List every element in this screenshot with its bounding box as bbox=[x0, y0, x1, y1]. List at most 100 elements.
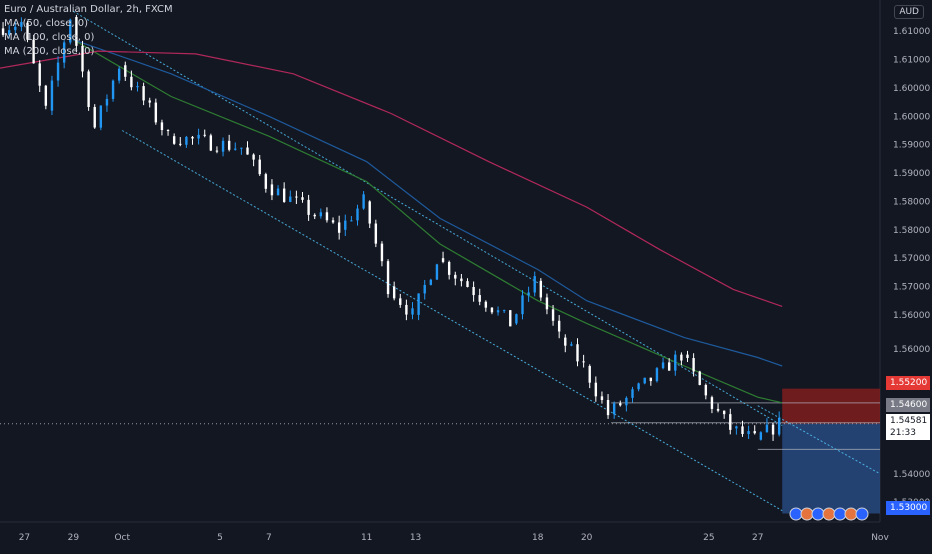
candle-body-66 bbox=[405, 304, 408, 315]
price-tick-2: 1.60000 bbox=[893, 84, 930, 94]
candle-body-74 bbox=[454, 274, 457, 279]
candle-body-34 bbox=[209, 135, 213, 151]
candle-body-51 bbox=[313, 214, 316, 217]
candle-body-16 bbox=[99, 105, 103, 128]
candle-body-15 bbox=[93, 107, 96, 128]
candle-body-123 bbox=[753, 431, 756, 434]
price-tick-6: 1.58000 bbox=[893, 197, 930, 207]
candle-body-42 bbox=[258, 159, 261, 175]
event-icon-4 bbox=[833, 507, 847, 521]
price-tick-1: 1.61000 bbox=[893, 56, 930, 66]
candle-body-124 bbox=[759, 432, 763, 440]
time-tick-6: 13 bbox=[410, 533, 421, 543]
candle-body-92 bbox=[564, 337, 567, 346]
last-price-tag: 1.54581 21:33 bbox=[886, 414, 930, 440]
candle-body-21 bbox=[130, 76, 133, 88]
candle-body-65 bbox=[399, 298, 402, 305]
candle-body-116 bbox=[710, 397, 714, 409]
candle-body-6 bbox=[38, 63, 41, 86]
time-tick-7: 18 bbox=[532, 533, 544, 543]
candle-body-39 bbox=[240, 147, 243, 149]
candle-body-120 bbox=[735, 426, 738, 429]
candle-body-11 bbox=[69, 19, 72, 43]
event-icon-3 bbox=[822, 507, 836, 521]
candle-body-91 bbox=[557, 320, 561, 332]
candle-body-60 bbox=[368, 201, 371, 224]
candle-body-119 bbox=[729, 414, 732, 430]
price-tick-3: 1.60000 bbox=[893, 112, 930, 122]
candle-body-3 bbox=[20, 22, 23, 27]
candle-body-71 bbox=[435, 264, 439, 280]
candle-body-9 bbox=[56, 62, 60, 81]
candle-body-102 bbox=[625, 397, 628, 406]
candle-body-41 bbox=[252, 154, 255, 160]
candle-body-14 bbox=[87, 71, 90, 108]
candle-body-81 bbox=[496, 310, 500, 313]
candle-body-28 bbox=[172, 136, 176, 144]
candle-body-109 bbox=[667, 362, 671, 371]
price-tick-12: 1.54000 bbox=[893, 470, 930, 480]
price-tick-7: 1.58000 bbox=[893, 226, 930, 236]
candle-body-85 bbox=[521, 295, 524, 315]
currency-button[interactable]: AUD bbox=[894, 5, 924, 19]
candle-body-54 bbox=[331, 220, 335, 223]
time-tick-0: 27 bbox=[19, 533, 30, 543]
candle-body-70 bbox=[429, 279, 433, 285]
candle-body-20 bbox=[124, 65, 127, 77]
candle-body-76 bbox=[466, 281, 469, 287]
event-icon-6 bbox=[855, 507, 869, 521]
price-tick-0: 1.61000 bbox=[893, 27, 930, 37]
stop-loss-zone bbox=[782, 388, 880, 424]
candle-body-68 bbox=[417, 293, 420, 315]
candle-body-40 bbox=[246, 147, 249, 155]
time-tick-3: 5 bbox=[217, 533, 223, 543]
candle-body-4 bbox=[26, 22, 29, 40]
candle-body-43 bbox=[264, 174, 268, 189]
candle-body-69 bbox=[423, 284, 426, 294]
candle-body-88 bbox=[539, 280, 543, 298]
time-tick-9: 25 bbox=[703, 533, 714, 543]
candle-body-45 bbox=[276, 188, 280, 196]
candle-body-27 bbox=[166, 129, 170, 131]
ma200-line bbox=[0, 50, 783, 307]
candle-body-127 bbox=[777, 417, 781, 435]
candle-body-38 bbox=[234, 148, 237, 150]
candle-body-10 bbox=[62, 42, 66, 63]
candle-body-103 bbox=[631, 389, 634, 398]
time-tick-4: 7 bbox=[266, 533, 272, 543]
price-tick-4: 1.59000 bbox=[893, 141, 930, 151]
candle-body-113 bbox=[692, 358, 695, 372]
candle-body-2 bbox=[14, 26, 17, 31]
time-tick-5: 11 bbox=[361, 533, 372, 543]
event-icon-0 bbox=[789, 507, 803, 521]
candle-body-36 bbox=[221, 140, 225, 152]
event-icon-1 bbox=[800, 507, 814, 521]
candle-body-80 bbox=[490, 307, 494, 313]
candle-body-26 bbox=[160, 122, 164, 130]
candle-body-108 bbox=[661, 362, 665, 369]
candle-body-24 bbox=[148, 100, 151, 103]
candle-body-105 bbox=[643, 377, 646, 384]
candle-body-56 bbox=[344, 220, 347, 230]
candle-body-61 bbox=[374, 223, 378, 244]
event-icon-5 bbox=[844, 507, 858, 521]
candle-body-90 bbox=[551, 309, 555, 321]
candle-body-73 bbox=[447, 261, 451, 275]
event-icons bbox=[789, 507, 869, 521]
candle-body-77 bbox=[472, 286, 475, 296]
take-profit-zone bbox=[782, 423, 880, 514]
candle-body-47 bbox=[289, 196, 292, 202]
candle-body-35 bbox=[215, 150, 219, 152]
time-tick-11: Nov bbox=[871, 533, 889, 543]
candle-body-78 bbox=[478, 295, 481, 302]
candle-body-19 bbox=[117, 68, 121, 81]
last-price: 1.54581 bbox=[890, 416, 928, 426]
candle-body-101 bbox=[619, 403, 622, 406]
candle-body-117 bbox=[716, 408, 720, 411]
candle-body-94 bbox=[576, 344, 579, 362]
ma50-line bbox=[72, 39, 783, 404]
channel-projection-line bbox=[757, 405, 881, 475]
candle-body-125 bbox=[765, 424, 769, 433]
